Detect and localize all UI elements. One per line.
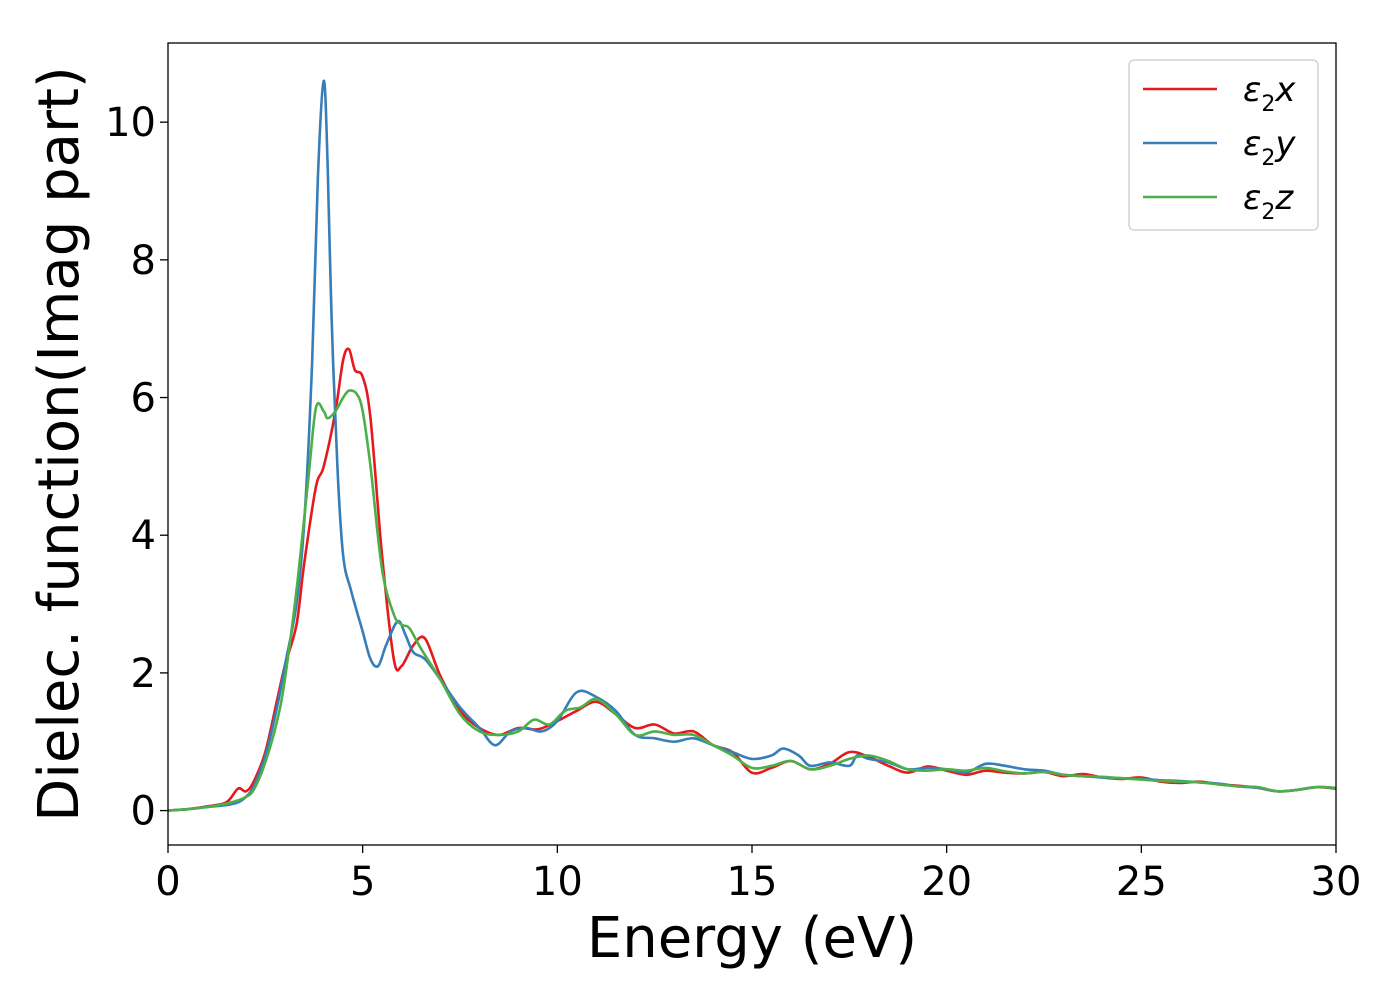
- x-axis-title: Energy (eV): [587, 906, 917, 971]
- y-tick-label: 2: [131, 651, 156, 697]
- y-tick-label: 10: [105, 100, 156, 146]
- y-tick-label: 0: [131, 789, 156, 835]
- legend-label-symbol: ε: [1243, 70, 1261, 110]
- y-axis-title: Dielec. function(Imag part): [27, 66, 92, 822]
- y-axis-ticks: 0 2 4 6 8 10: [105, 100, 168, 835]
- x-tick-label: 0: [155, 859, 180, 905]
- legend-label: ε2x: [1243, 70, 1296, 117]
- x-tick-label: 20: [921, 859, 972, 905]
- x-tick-label: 15: [727, 859, 778, 905]
- legend-label-symbol: ε: [1243, 124, 1261, 164]
- x-tick-label: 30: [1311, 859, 1362, 905]
- legend-label-subscript: 2: [1261, 200, 1275, 225]
- series-line-z: [167, 389, 1337, 812]
- legend-label-symbol: ε: [1243, 178, 1261, 218]
- x-axis-ticks: 0 5 10 15 20 25 30: [155, 845, 1361, 905]
- legend-label: ε2z: [1243, 178, 1294, 225]
- y-tick-label: 8: [131, 238, 156, 284]
- x-tick-label: 10: [532, 859, 583, 905]
- legend-label-subscript: 2: [1261, 146, 1275, 171]
- y-tick-label: 6: [131, 376, 156, 422]
- x-tick-label: 25: [1116, 859, 1167, 905]
- legend-label-component: z: [1274, 178, 1294, 218]
- x-tick-label: 5: [350, 859, 375, 905]
- series-layer: [167, 79, 1337, 812]
- legend-label: ε2y: [1243, 124, 1296, 171]
- y-tick-label: 4: [131, 513, 156, 559]
- legend-label-subscript: 2: [1261, 92, 1275, 117]
- legend-box: [1128, 59, 1319, 231]
- legend-label-component: y: [1274, 124, 1296, 164]
- legend-label-component: x: [1274, 70, 1296, 110]
